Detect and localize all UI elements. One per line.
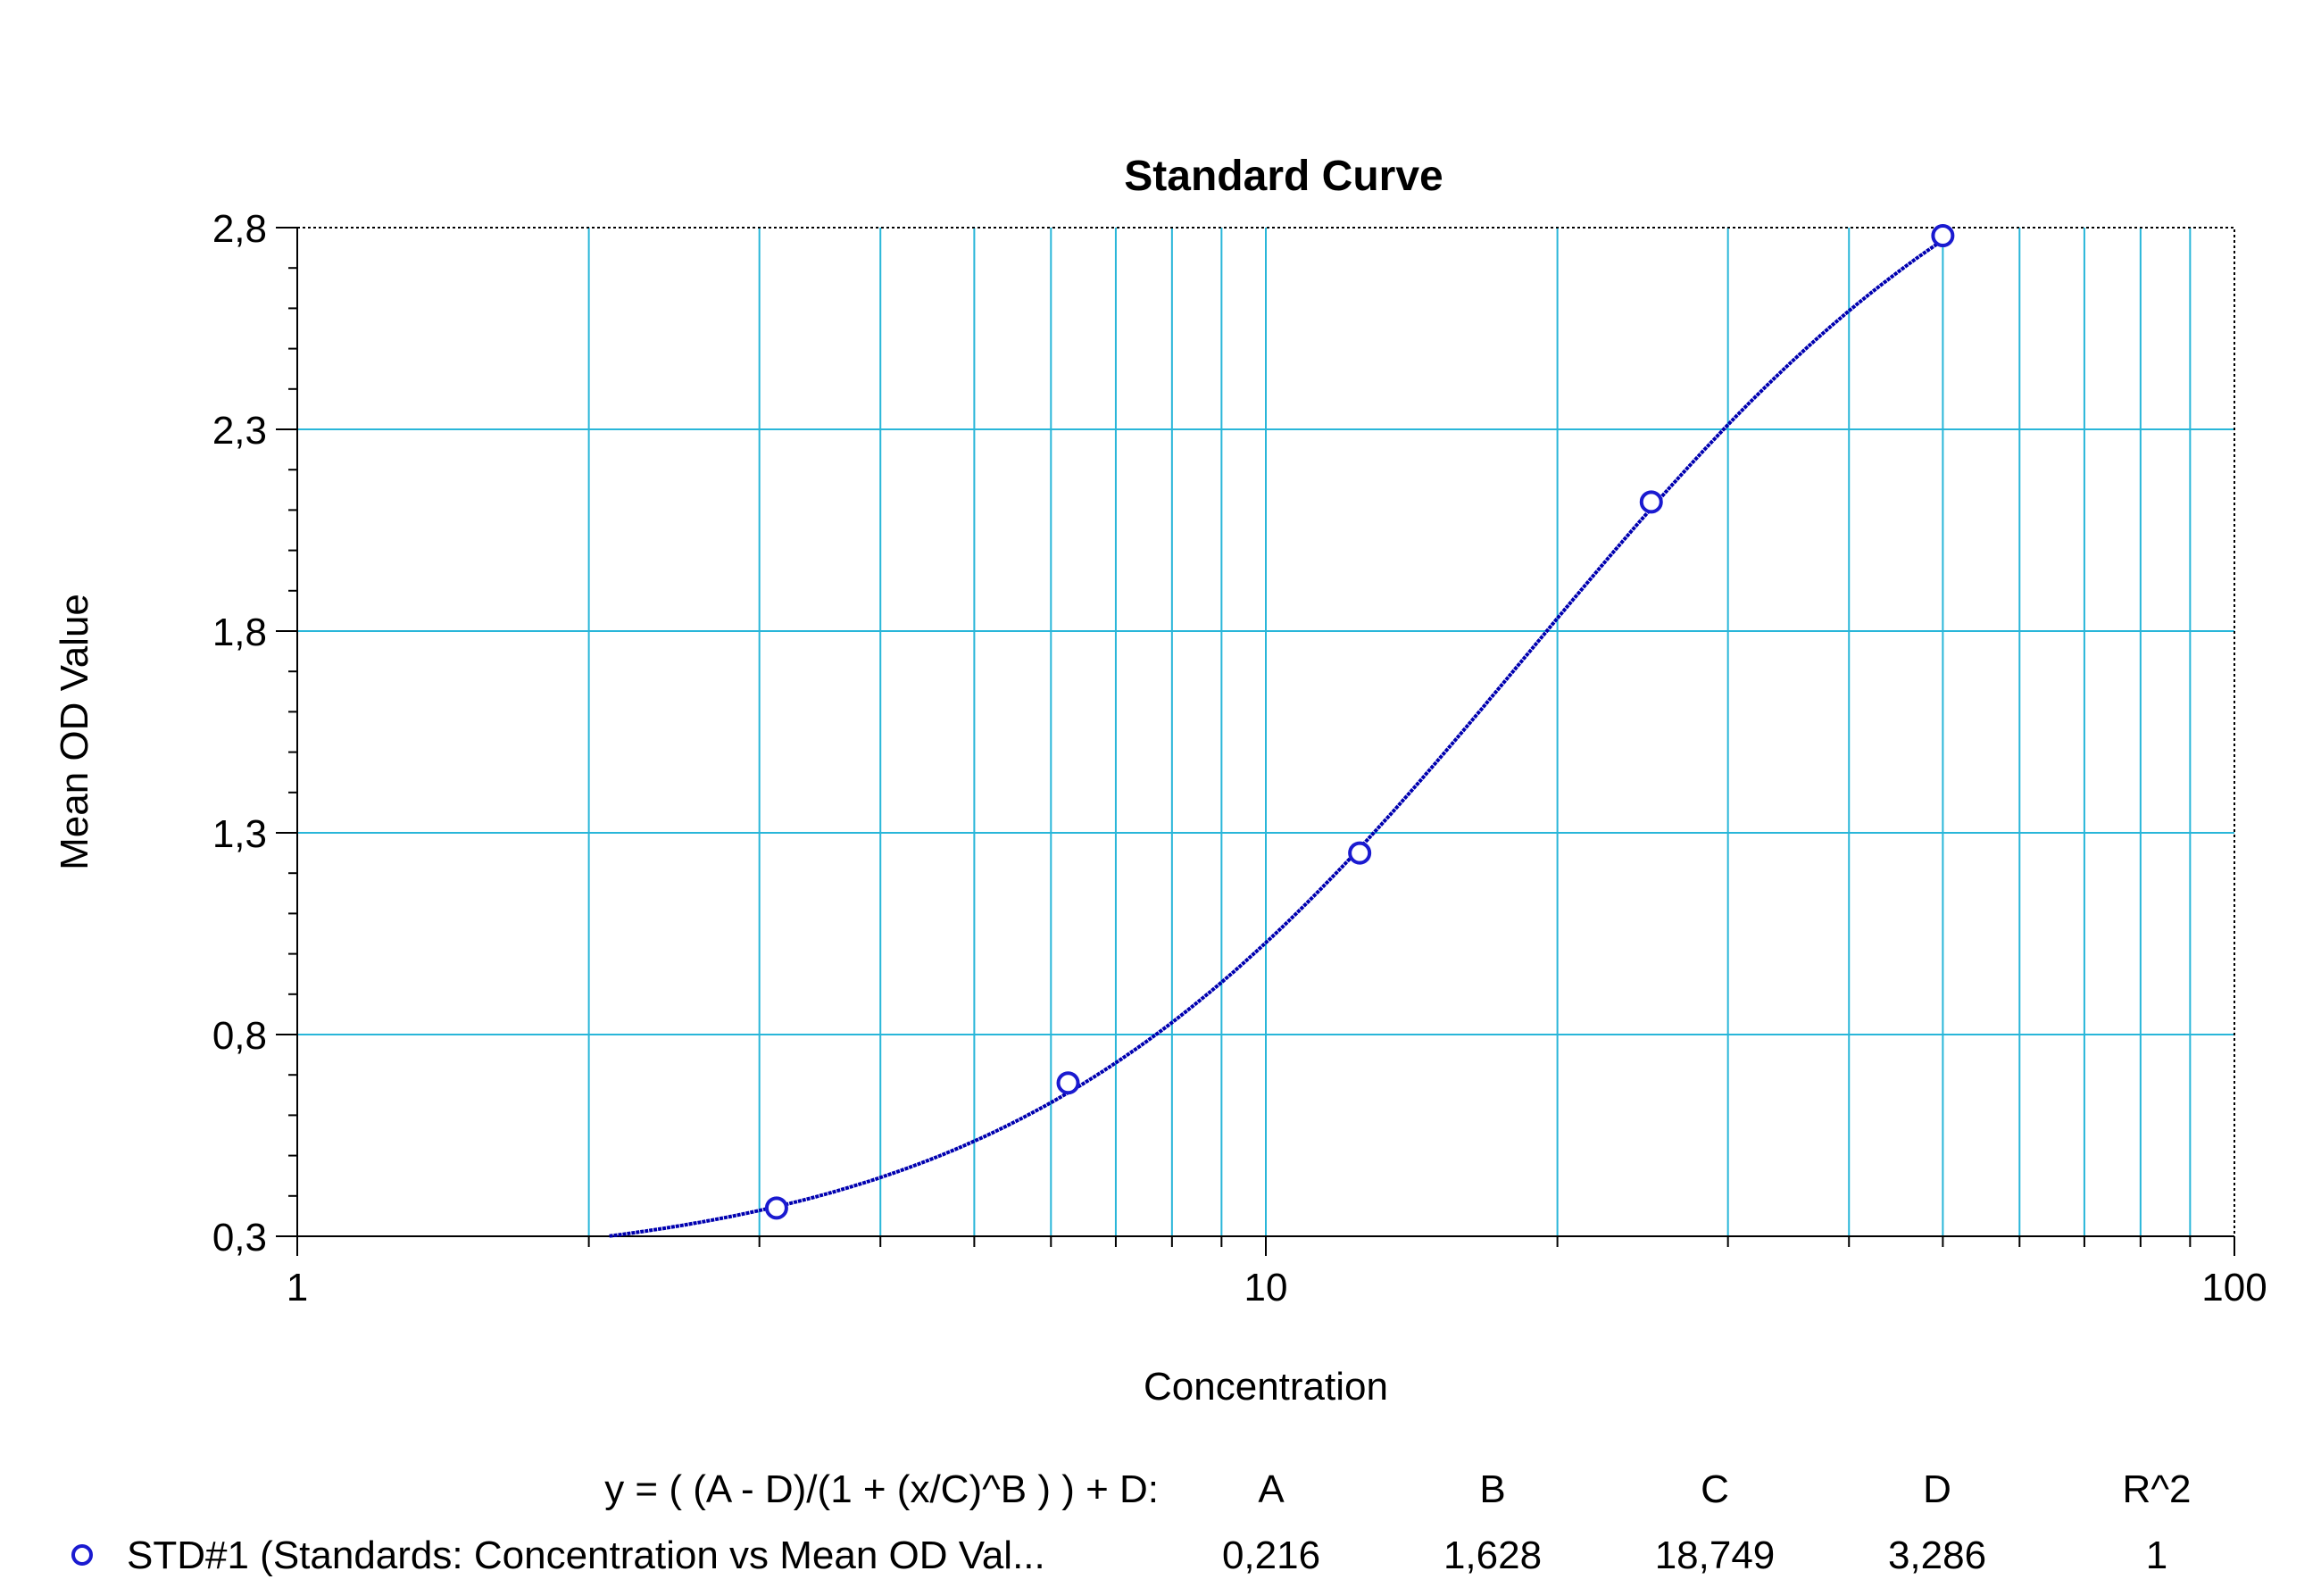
y-axis-label: Mean OD Value — [53, 594, 96, 870]
fit-value-b: 1,628 — [1443, 1534, 1542, 1577]
data-point — [1931, 224, 1955, 248]
x-axis-label: Concentration — [1144, 1365, 1388, 1409]
x-tick-label: 10 — [1244, 1266, 1288, 1309]
legend-series-name: STD#1 (Standards: Concentration vs Mean … — [127, 1534, 1045, 1577]
fit-header-b: B — [1479, 1467, 1505, 1511]
fit-header-c: C — [1701, 1467, 1729, 1511]
data-point — [764, 1196, 788, 1220]
data-point — [1348, 841, 1372, 865]
y-tick-label: 2,3 — [212, 409, 267, 453]
x-tick-label: 100 — [2201, 1266, 2267, 1309]
fit-header-a: A — [1258, 1467, 1285, 1511]
x-tick-label: 1 — [287, 1266, 308, 1309]
data-point — [1056, 1071, 1080, 1095]
fit-value-d: 3,286 — [1888, 1534, 1986, 1577]
y-tick-label: 0,3 — [212, 1216, 267, 1259]
x-tick-labels: 1 10 100 — [287, 1266, 2267, 1309]
y-tick-label: 2,8 — [212, 207, 267, 251]
fit-header-d: D — [1923, 1467, 1951, 1511]
legend-marker — [71, 1544, 93, 1566]
y-tick-labels: 0,3 0,8 1,3 1,8 2,3 2,8 — [212, 207, 267, 1259]
grid-lines — [297, 228, 2234, 1236]
fit-value-a: 0,216 — [1222, 1534, 1320, 1577]
y-tick-label: 1,8 — [212, 611, 267, 654]
y-tick-label: 0,8 — [212, 1014, 267, 1058]
fit-value-r2: 1 — [2146, 1534, 2167, 1577]
data-point — [1639, 490, 1663, 514]
chart-title: Standard Curve — [1124, 153, 1443, 200]
fit-header-r2: R^2 — [2123, 1467, 2192, 1511]
fit-value-c: 18,749 — [1655, 1534, 1776, 1577]
data-points — [764, 224, 1955, 1220]
axis-ticks — [276, 227, 2235, 1256]
fit-parameter-table: y = ( (A - D)/(1 + (x/C)^B ) ) + D: A B … — [71, 1467, 2192, 1577]
fit-equation: y = ( (A - D)/(1 + (x/C)^B ) ) + D: — [604, 1467, 1159, 1511]
y-tick-label: 1,3 — [212, 812, 267, 856]
fit-curve-line — [609, 238, 1944, 1238]
